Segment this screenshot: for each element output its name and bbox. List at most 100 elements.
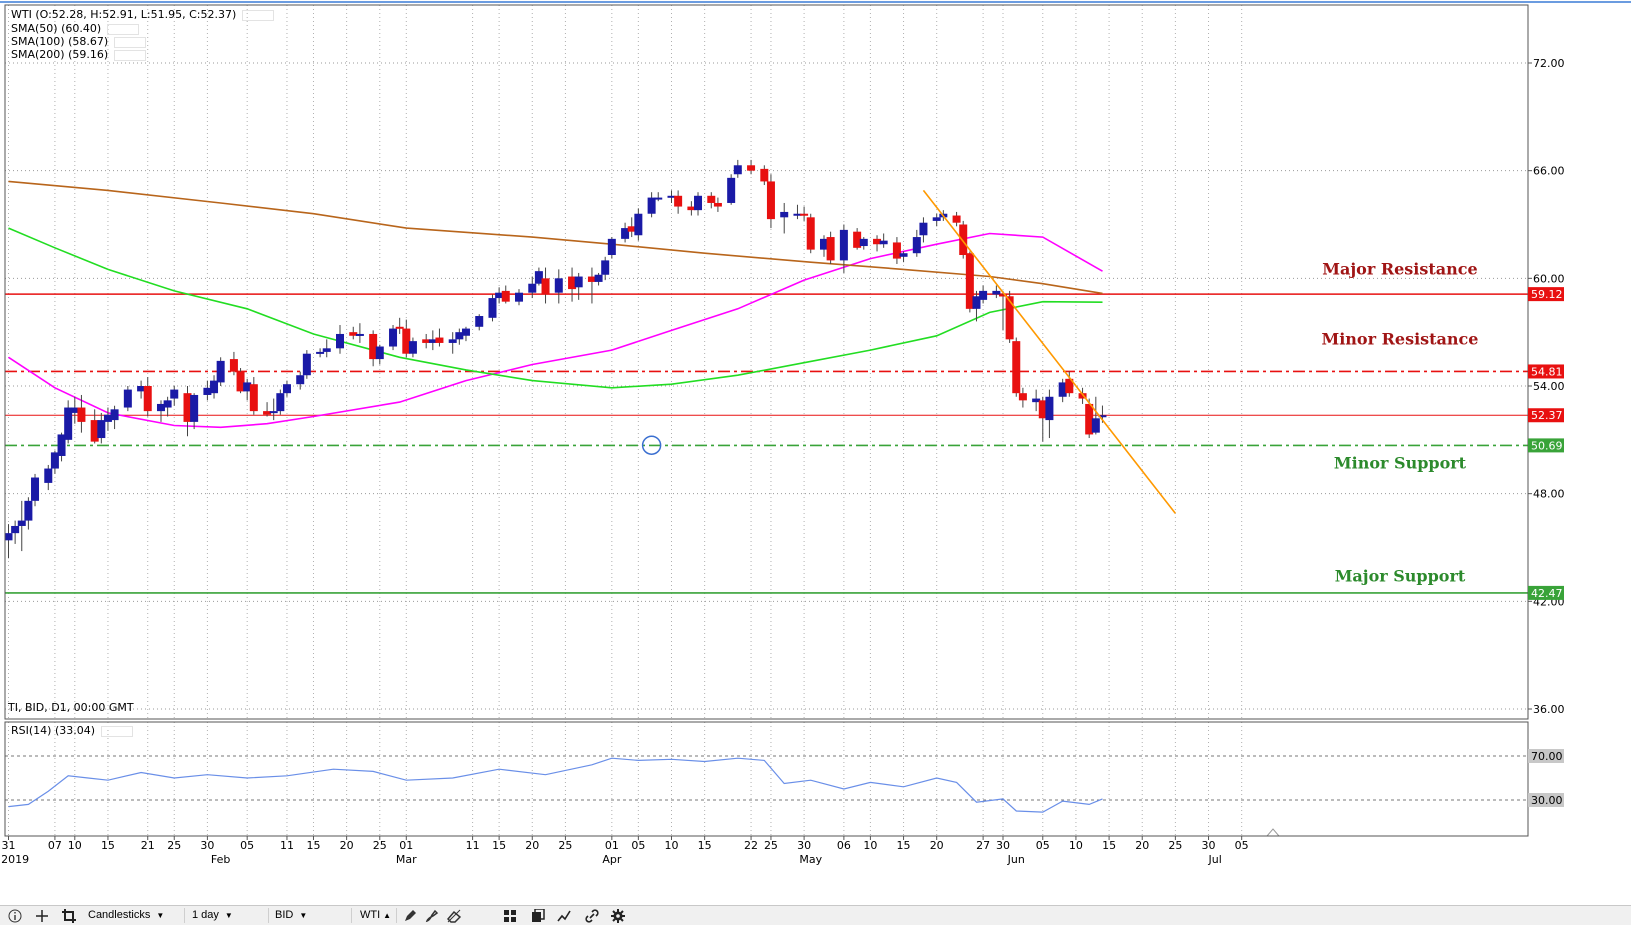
candle-body [210, 380, 219, 394]
candle-body [90, 420, 99, 442]
rsi-line [8, 757, 1103, 813]
timeframe-select[interactable]: 1 day ▼ [188, 908, 269, 923]
crop-icon[interactable] [62, 909, 76, 923]
candle-body [282, 384, 291, 394]
level-price-tag [1528, 364, 1564, 379]
level-price-label: 59.12 [1531, 288, 1563, 301]
x-tick-label: 20 [340, 839, 354, 852]
candle-body [236, 371, 245, 392]
symbol-select[interactable]: WTI ▲ [356, 908, 397, 923]
candle-body [190, 394, 199, 422]
candle-body [203, 387, 212, 395]
candle-body [727, 177, 736, 203]
x-tick-label: 15 [101, 839, 115, 852]
candle-body [912, 237, 921, 254]
candle-body [296, 375, 305, 385]
candle-body [654, 197, 663, 200]
x-tick-label: 20 [1135, 839, 1149, 852]
info-icon[interactable] [8, 909, 22, 923]
level-price-label: 54.81 [1531, 365, 1563, 378]
candle-body [627, 226, 636, 232]
x-tick-label: 30 [797, 839, 811, 852]
timeframe-value: 1 day [192, 909, 219, 921]
candle-body [972, 296, 981, 309]
level-price-label: 52.37 [1531, 409, 1563, 422]
candle-body [766, 181, 775, 220]
zone-label: Major Support [1335, 567, 1466, 586]
candle-body [422, 339, 431, 343]
chart-background [0, 0, 1631, 905]
legend-tools-icon[interactable] [107, 23, 140, 35]
candle-body [515, 292, 524, 302]
legend-tools-icon[interactable] [114, 49, 147, 61]
eraser-icon[interactable] [447, 909, 461, 923]
legend-tools-icon[interactable] [242, 9, 275, 21]
gear-icon[interactable] [611, 909, 625, 923]
indicators-icon[interactable] [557, 909, 571, 923]
legend-wti-text: WTI (O:52.28, H:52.91, L:51.95, C:52.37) [11, 8, 237, 21]
candle-body [932, 217, 941, 221]
legend-sma200-text: SMA(200) (59.16) [11, 48, 109, 61]
candle-body [1098, 415, 1107, 418]
legend-sma50-text: SMA(50) (60.40) [11, 22, 102, 35]
candle-body [554, 278, 563, 293]
x-tick-label: 05 [631, 839, 645, 852]
zone-label: Minor Resistance [1322, 330, 1479, 349]
legend-sma100-text: SMA(100) (58.67) [11, 35, 109, 48]
x-tick-label: 25 [764, 839, 778, 852]
status-bar: Candlesticks ▼ 1 day ▼ BID ▼ WTI ▲ [0, 905, 1631, 925]
sma-line [8, 227, 1103, 389]
price-select[interactable]: BID ▼ [271, 908, 352, 923]
candle-body [899, 253, 908, 257]
candle-body [965, 253, 974, 309]
candle-body [11, 525, 20, 534]
price-value: BID [275, 909, 294, 921]
candle-body [992, 290, 1001, 295]
candle-body [395, 326, 404, 329]
candle-body [1032, 398, 1041, 403]
chevron-down-icon: ▼ [299, 911, 308, 920]
candle-body [1065, 378, 1074, 394]
x-tick-label: 11 [466, 839, 480, 852]
x-tick-label: 10 [665, 839, 679, 852]
link-icon[interactable] [585, 909, 599, 923]
candle-body [263, 411, 272, 415]
candle-body [389, 328, 398, 347]
chart-area[interactable]: Major Resistance Minor Resistance Minor Su… [0, 0, 1631, 905]
x-month-label: 2019 [1, 853, 29, 866]
candle-body [959, 224, 968, 256]
x-tick-label: 25 [1168, 839, 1182, 852]
candle-body [461, 328, 470, 336]
y-tick-label: 72.00 [1533, 57, 1565, 70]
candle-body [31, 477, 40, 501]
candle-body [183, 393, 192, 422]
x-tick-label: 15 [698, 839, 712, 852]
x-tick-label: 25 [167, 839, 181, 852]
x-tick-label: 01 [605, 839, 619, 852]
candle-body [70, 407, 79, 413]
candle-body [435, 337, 444, 343]
candle-body [216, 360, 225, 383]
legend-tools-icon[interactable] [101, 725, 134, 737]
candle-body [574, 276, 583, 288]
candle-body [488, 298, 497, 318]
candle-body [594, 274, 603, 282]
pencil-icon[interactable] [403, 909, 417, 923]
candle-body [873, 238, 882, 245]
chart-type-select[interactable]: Candlesticks ▼ [84, 908, 185, 923]
x-tick-label: 22 [744, 839, 758, 852]
legend-tools-icon[interactable] [114, 36, 147, 48]
candle-body [322, 348, 331, 352]
candle-body [707, 195, 716, 203]
candle-body [800, 213, 809, 216]
candle-body [733, 165, 742, 175]
layout-grid-icon[interactable] [503, 909, 517, 923]
candle-body [1091, 418, 1100, 433]
templates-icon[interactable] [531, 909, 545, 923]
crosshair-icon[interactable] [35, 909, 49, 923]
candle-body [819, 238, 828, 250]
brush-icon[interactable] [425, 909, 439, 923]
candle-body [528, 283, 537, 293]
candle-body [760, 168, 769, 182]
candle-body [448, 339, 457, 343]
